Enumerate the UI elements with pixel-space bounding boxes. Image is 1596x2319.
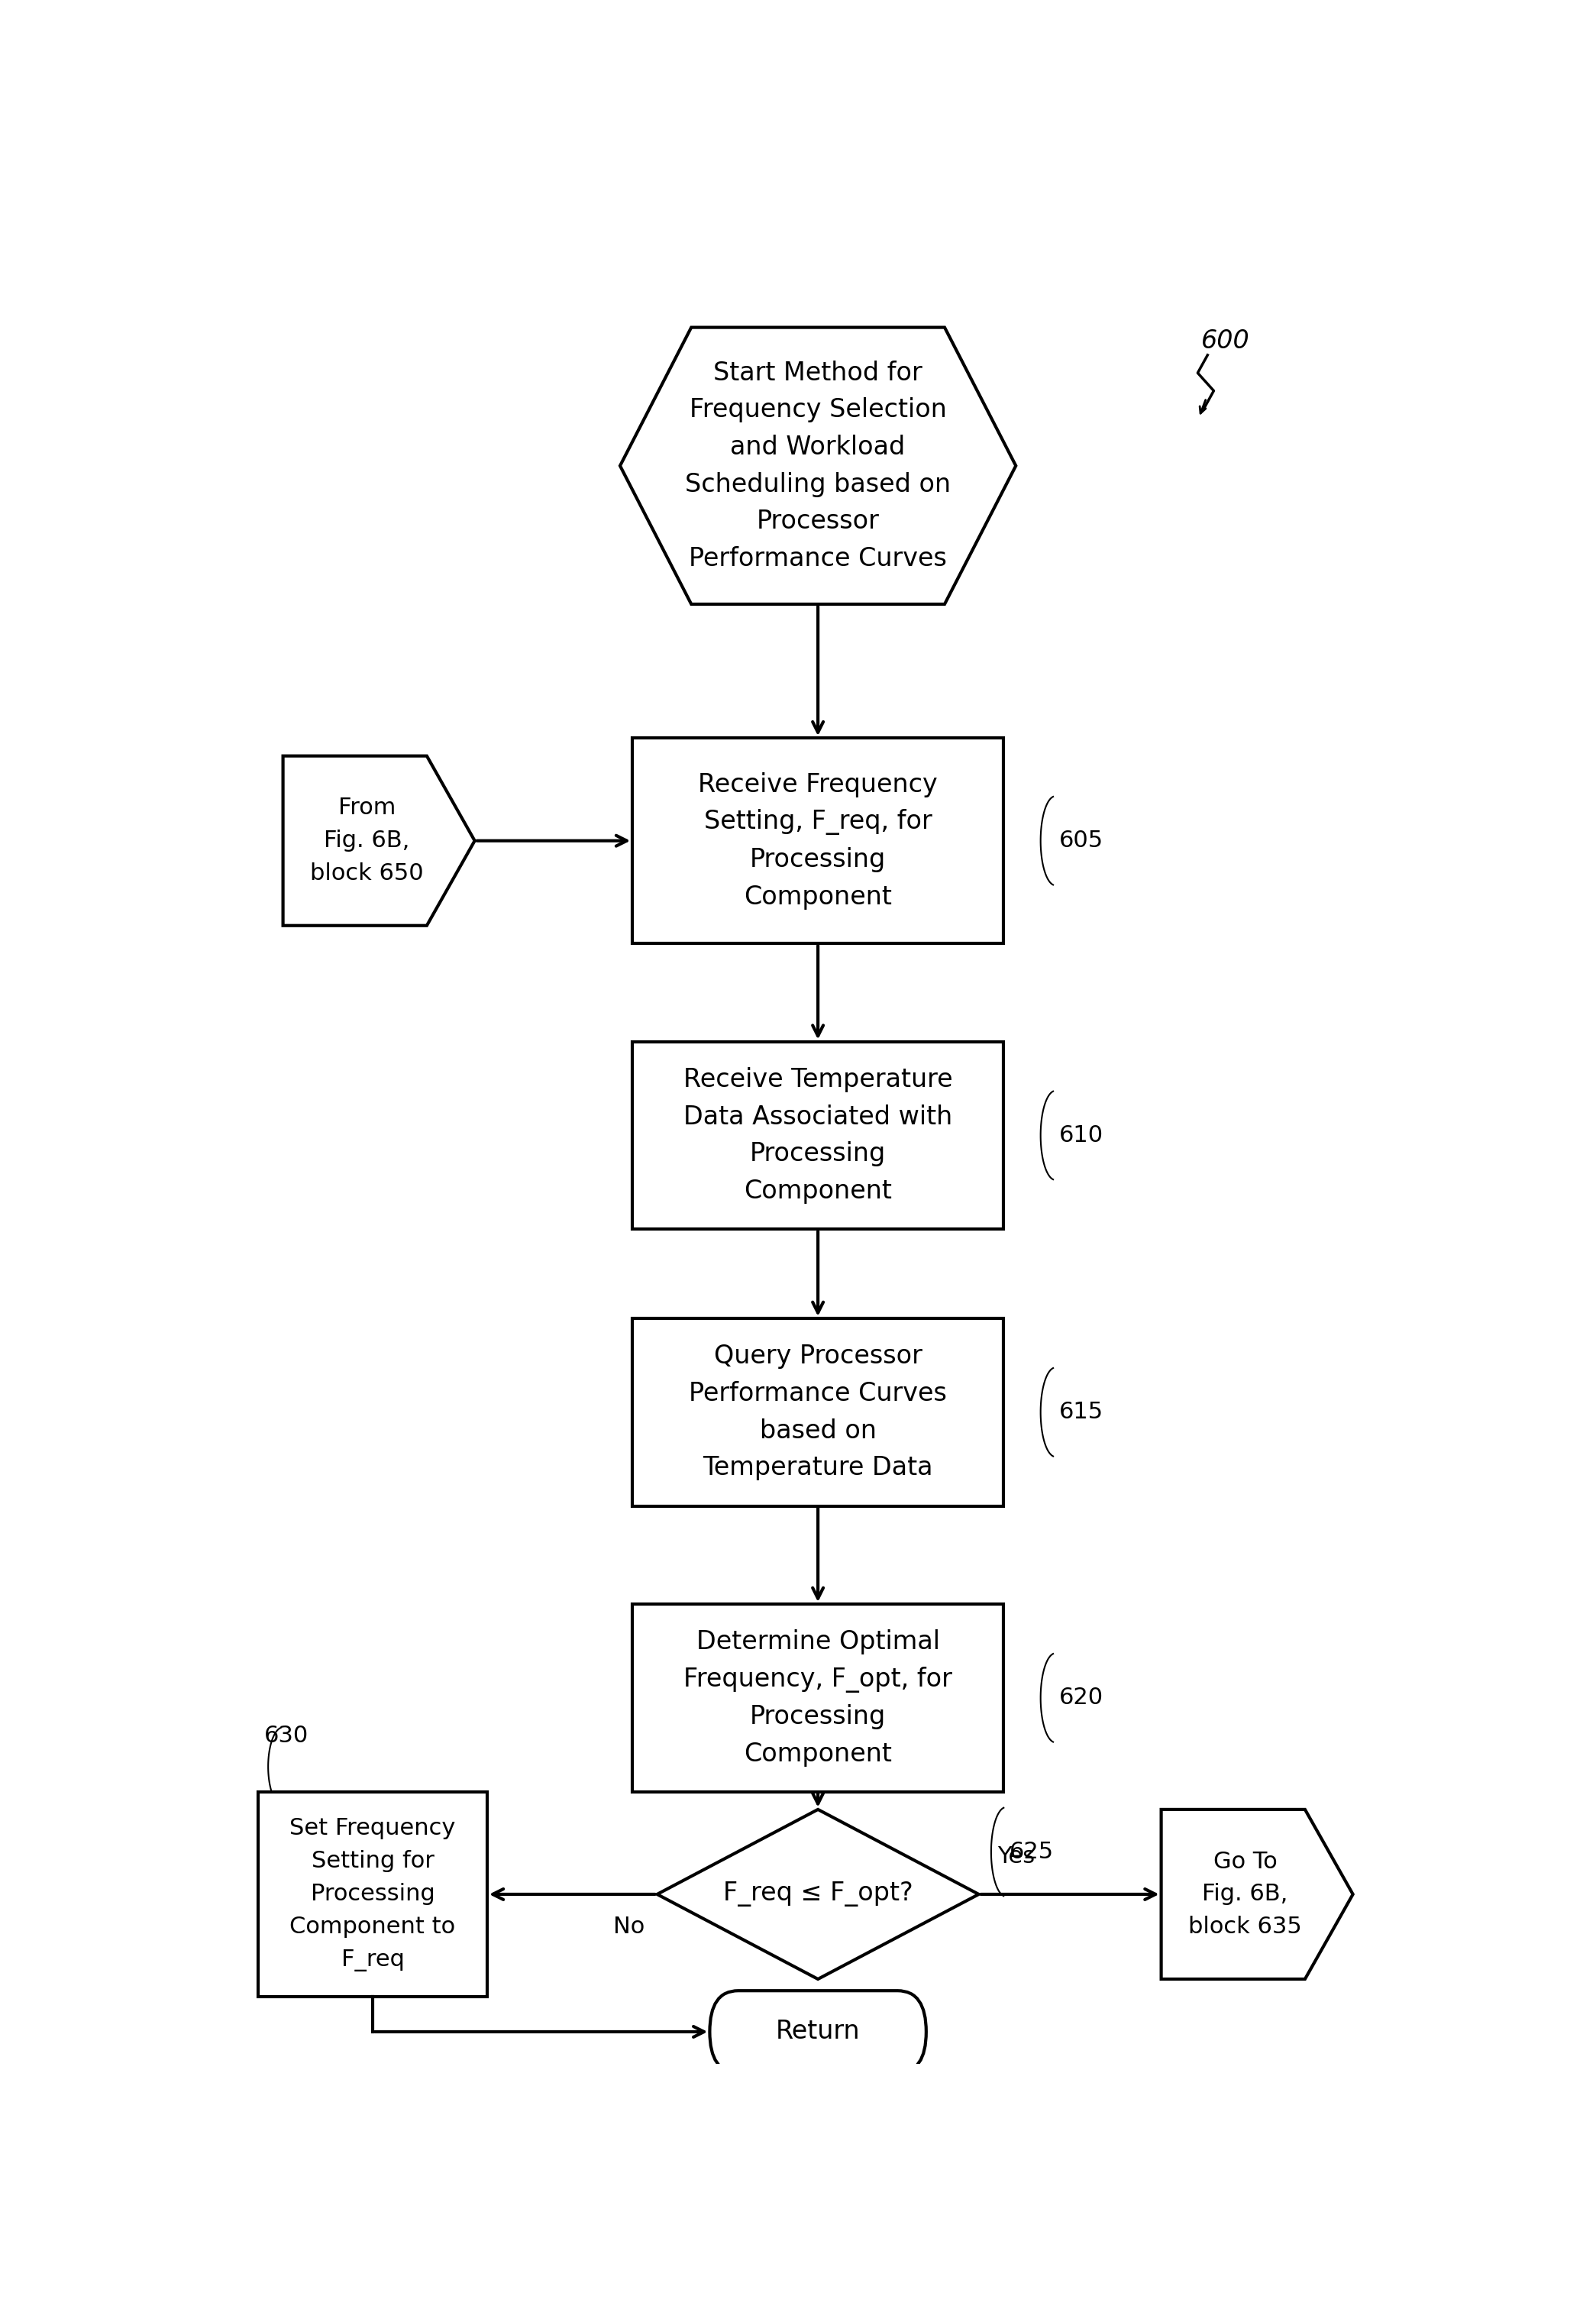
Text: Query Processor
Performance Curves
based on
Temperature Data: Query Processor Performance Curves based… [689, 1345, 946, 1480]
Text: 615: 615 [1060, 1401, 1103, 1424]
Text: 630: 630 [265, 1725, 310, 1746]
FancyBboxPatch shape [259, 1793, 487, 1997]
Text: F_req ≤ F_opt?: F_req ≤ F_opt? [723, 1881, 913, 1906]
Text: Yes: Yes [998, 1846, 1034, 1867]
Text: Set Frequency
Setting for
Processing
Component to
F_req: Set Frequency Setting for Processing Com… [289, 1818, 456, 1971]
Polygon shape [619, 327, 1017, 605]
FancyBboxPatch shape [632, 1041, 1004, 1229]
Text: Receive Frequency
Setting, F_req, for
Processing
Component: Receive Frequency Setting, F_req, for Pr… [697, 772, 938, 909]
FancyBboxPatch shape [710, 1990, 926, 2073]
Text: No: No [613, 1915, 645, 1939]
Text: 620: 620 [1060, 1686, 1103, 1709]
Text: Go To
Fig. 6B,
block 635: Go To Fig. 6B, block 635 [1189, 1851, 1302, 1939]
FancyBboxPatch shape [632, 1605, 1004, 1793]
Polygon shape [282, 756, 474, 925]
FancyBboxPatch shape [632, 1320, 1004, 1505]
Text: 625: 625 [1010, 1841, 1053, 1862]
Text: 600: 600 [1202, 329, 1250, 352]
Text: 605: 605 [1060, 830, 1103, 851]
Text: Determine Optimal
Frequency, F_opt, for
Processing
Component: Determine Optimal Frequency, F_opt, for … [683, 1630, 953, 1767]
Text: Receive Temperature
Data Associated with
Processing
Component: Receive Temperature Data Associated with… [683, 1067, 953, 1204]
Text: 610: 610 [1060, 1125, 1103, 1146]
Text: Return: Return [776, 2020, 860, 2045]
FancyBboxPatch shape [632, 737, 1004, 944]
Polygon shape [658, 1809, 978, 1978]
Text: From
Fig. 6B,
block 650: From Fig. 6B, block 650 [310, 798, 423, 884]
Polygon shape [1162, 1809, 1353, 1978]
Text: Start Method for
Frequency Selection
and Workload
Scheduling based on
Processor
: Start Method for Frequency Selection and… [685, 359, 951, 570]
